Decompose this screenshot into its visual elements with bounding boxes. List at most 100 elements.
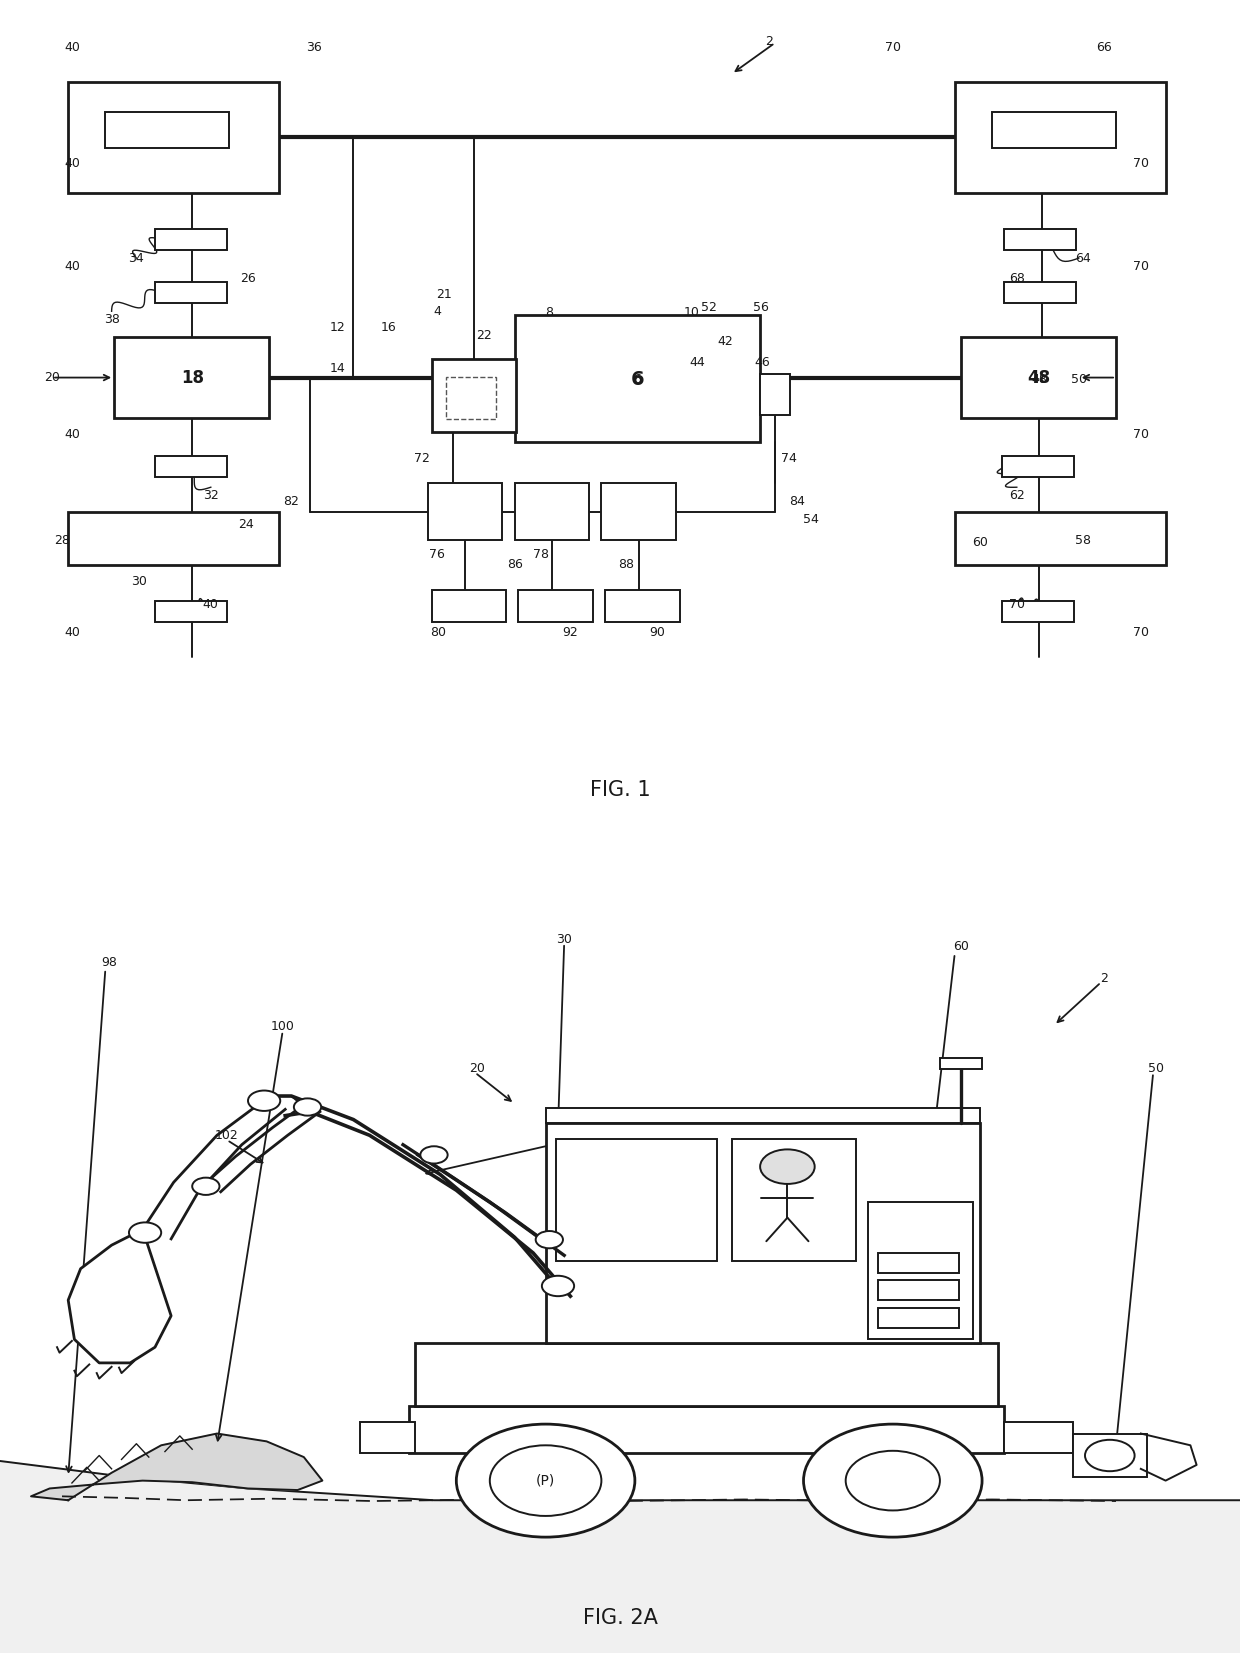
Bar — [428, 483, 502, 541]
Text: 70: 70 — [1009, 598, 1024, 611]
Text: 62: 62 — [1009, 489, 1024, 503]
Bar — [992, 112, 1116, 147]
Text: 86: 86 — [507, 558, 522, 571]
Text: FIG. 2A: FIG. 2A — [583, 1608, 657, 1628]
Bar — [360, 1421, 415, 1453]
Bar — [432, 359, 516, 433]
Text: 92: 92 — [563, 626, 578, 638]
Bar — [1004, 229, 1076, 250]
Text: 66: 66 — [1096, 42, 1111, 55]
Bar — [155, 229, 227, 250]
Text: 50: 50 — [1071, 372, 1086, 386]
Text: 60: 60 — [954, 940, 968, 954]
Text: FIG. 1: FIG. 1 — [590, 780, 650, 800]
Text: 70: 70 — [1133, 428, 1148, 441]
Bar — [605, 590, 680, 623]
Bar — [155, 601, 227, 623]
Text: 90: 90 — [650, 626, 665, 638]
Text: 30: 30 — [131, 574, 146, 588]
Bar — [518, 590, 593, 623]
Circle shape — [846, 1451, 940, 1510]
Bar — [878, 1308, 959, 1328]
Text: 44: 44 — [689, 356, 704, 369]
Text: 56: 56 — [754, 301, 769, 314]
Circle shape — [294, 1099, 321, 1116]
Text: 4: 4 — [434, 306, 441, 317]
Text: 16: 16 — [381, 321, 396, 334]
Bar — [1002, 456, 1074, 478]
Text: 24: 24 — [238, 518, 253, 531]
Polygon shape — [0, 1461, 1240, 1653]
Text: 46: 46 — [755, 356, 770, 369]
Bar — [105, 112, 229, 147]
Bar — [546, 1107, 980, 1124]
Text: 72: 72 — [414, 453, 429, 464]
Bar — [1002, 601, 1074, 623]
Text: 40: 40 — [64, 626, 79, 638]
Text: 28: 28 — [55, 534, 69, 546]
Text: 34: 34 — [129, 252, 144, 264]
Bar — [1073, 1433, 1147, 1476]
Text: 88: 88 — [619, 558, 634, 571]
Text: 70: 70 — [1133, 626, 1148, 638]
Text: 68: 68 — [1009, 272, 1024, 286]
Text: 98: 98 — [102, 957, 117, 969]
Text: 64: 64 — [1075, 252, 1090, 264]
Bar — [878, 1281, 959, 1299]
Bar — [955, 511, 1166, 564]
Circle shape — [804, 1425, 982, 1536]
Text: 96: 96 — [573, 1129, 588, 1142]
Circle shape — [536, 1231, 563, 1247]
Bar — [446, 377, 496, 419]
Circle shape — [542, 1276, 574, 1296]
Circle shape — [192, 1177, 219, 1196]
Bar — [940, 1057, 982, 1069]
Text: 6: 6 — [634, 372, 641, 386]
Text: 20: 20 — [470, 1062, 485, 1075]
Circle shape — [490, 1445, 601, 1516]
Text: 40: 40 — [203, 598, 218, 611]
Text: 40: 40 — [64, 42, 79, 55]
Text: (P): (P) — [536, 1473, 556, 1488]
Text: 78: 78 — [533, 548, 548, 561]
Text: 22: 22 — [476, 329, 491, 342]
Bar — [1004, 282, 1076, 304]
Text: 50: 50 — [1148, 1062, 1163, 1075]
Text: 60: 60 — [972, 536, 987, 548]
Text: 32: 32 — [203, 489, 218, 503]
Bar — [556, 1139, 717, 1261]
Bar — [68, 82, 279, 192]
Bar — [1004, 1421, 1073, 1453]
Text: 42: 42 — [718, 336, 733, 347]
Text: 26: 26 — [241, 272, 255, 286]
Bar — [432, 590, 506, 623]
Bar — [409, 1406, 1004, 1453]
Text: 10: 10 — [684, 306, 699, 319]
Circle shape — [1085, 1440, 1135, 1471]
Bar — [546, 1124, 980, 1343]
Circle shape — [760, 1149, 815, 1184]
Text: 2: 2 — [1100, 972, 1107, 985]
Bar — [515, 483, 589, 541]
Text: 84: 84 — [790, 494, 805, 508]
Bar — [732, 1139, 856, 1261]
Text: 36: 36 — [306, 42, 321, 55]
Bar — [760, 374, 790, 416]
Bar — [868, 1202, 973, 1339]
Text: 70: 70 — [1133, 157, 1148, 170]
Text: 102: 102 — [215, 1129, 239, 1142]
Text: 48: 48 — [1028, 369, 1050, 386]
Text: 76: 76 — [429, 548, 444, 561]
Bar — [515, 316, 760, 443]
Bar — [114, 337, 269, 418]
Text: 94: 94 — [702, 1154, 717, 1167]
Text: 6: 6 — [631, 369, 644, 389]
Polygon shape — [68, 1229, 171, 1363]
Text: 70: 70 — [885, 42, 900, 55]
Text: 38: 38 — [104, 312, 119, 326]
Bar — [68, 511, 279, 564]
Circle shape — [248, 1091, 280, 1111]
Text: 40: 40 — [64, 428, 79, 441]
Bar — [155, 456, 227, 478]
Text: 20: 20 — [45, 371, 60, 384]
